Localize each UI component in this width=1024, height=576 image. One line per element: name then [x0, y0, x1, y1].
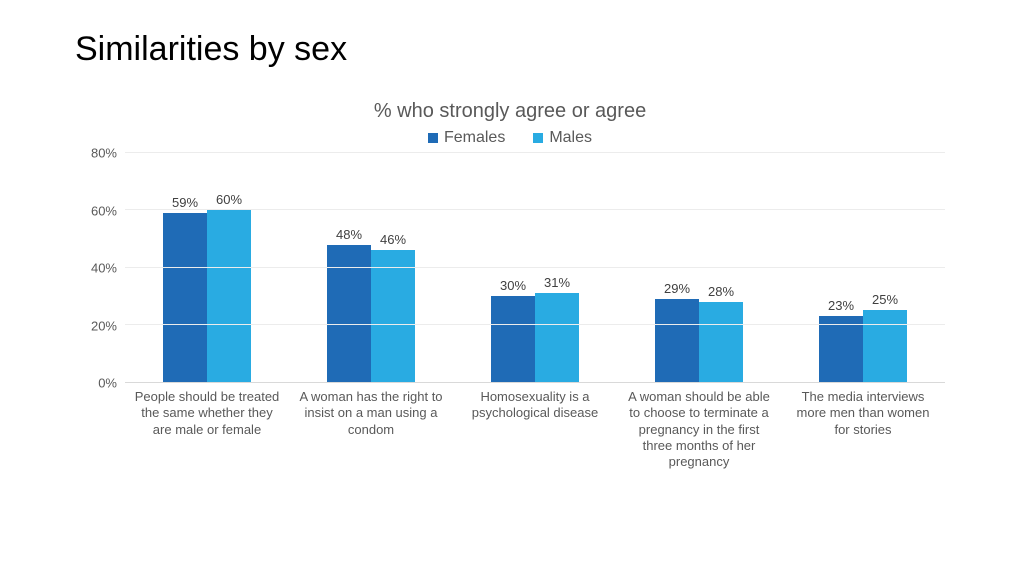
- bar-females: 23%: [819, 316, 863, 382]
- x-axis-label: The media interviews more men than women…: [781, 383, 945, 470]
- bar-females: 29%: [655, 299, 699, 382]
- slide-title: Similarities by sex: [75, 30, 347, 69]
- legend-item-females: Females: [428, 129, 505, 147]
- y-tick: 40%: [91, 261, 117, 276]
- gridline: [125, 324, 945, 325]
- gridline: [125, 209, 945, 210]
- legend: Females Males: [75, 129, 945, 147]
- bar-groups: 59%60%48%46%30%31%29%28%23%25%: [125, 153, 945, 382]
- bar-value-label: 30%: [500, 278, 526, 293]
- y-tick: 20%: [91, 318, 117, 333]
- bar-value-label: 31%: [544, 275, 570, 290]
- x-axis-label: Homosexuality is a psychological disease: [453, 383, 617, 470]
- bar-group: 23%25%: [781, 153, 945, 382]
- bar-value-label: 23%: [828, 298, 854, 313]
- x-axis-label: A woman should be able to choose to term…: [617, 383, 781, 470]
- bar-value-label: 25%: [872, 292, 898, 307]
- plot-inner: 59%60%48%46%30%31%29%28%23%25%: [125, 153, 945, 383]
- bar-males: 60%: [207, 210, 251, 382]
- y-tick: 60%: [91, 203, 117, 218]
- bar-value-label: 28%: [708, 284, 734, 299]
- legend-label-females: Females: [444, 129, 505, 147]
- x-axis-labels: People should be treated the same whethe…: [125, 383, 945, 470]
- legend-swatch-females: [428, 133, 438, 143]
- bar-females: 30%: [491, 296, 535, 382]
- x-axis-label: People should be treated the same whethe…: [125, 383, 289, 470]
- bar-males: 25%: [863, 310, 907, 382]
- gridline: [125, 152, 945, 153]
- bar-females: 59%: [163, 213, 207, 382]
- legend-item-males: Males: [533, 129, 592, 147]
- bar-value-label: 46%: [380, 232, 406, 247]
- bar-chart: % who strongly agree or agree Females Ma…: [75, 100, 945, 470]
- bar-value-label: 48%: [336, 227, 362, 242]
- bar-group: 59%60%: [125, 153, 289, 382]
- bar-group: 29%28%: [617, 153, 781, 382]
- y-tick: 80%: [91, 146, 117, 161]
- chart-title: % who strongly agree or agree: [75, 100, 945, 123]
- bar-value-label: 29%: [664, 281, 690, 296]
- y-tick: 0%: [98, 376, 117, 391]
- legend-label-males: Males: [549, 129, 592, 147]
- bar-group: 30%31%: [453, 153, 617, 382]
- bar-value-label: 59%: [172, 195, 198, 210]
- plot-area: 0%20%40%60%80% 59%60%48%46%30%31%29%28%2…: [75, 153, 945, 383]
- legend-swatch-males: [533, 133, 543, 143]
- bar-group: 48%46%: [289, 153, 453, 382]
- gridline: [125, 267, 945, 268]
- bar-males: 28%: [699, 302, 743, 382]
- bar-females: 48%: [327, 245, 371, 382]
- bar-value-label: 60%: [216, 192, 242, 207]
- y-axis: 0%20%40%60%80%: [75, 153, 125, 383]
- x-axis-label: A woman has the right to insist on a man…: [289, 383, 453, 470]
- bar-males: 31%: [535, 293, 579, 382]
- bar-males: 46%: [371, 250, 415, 382]
